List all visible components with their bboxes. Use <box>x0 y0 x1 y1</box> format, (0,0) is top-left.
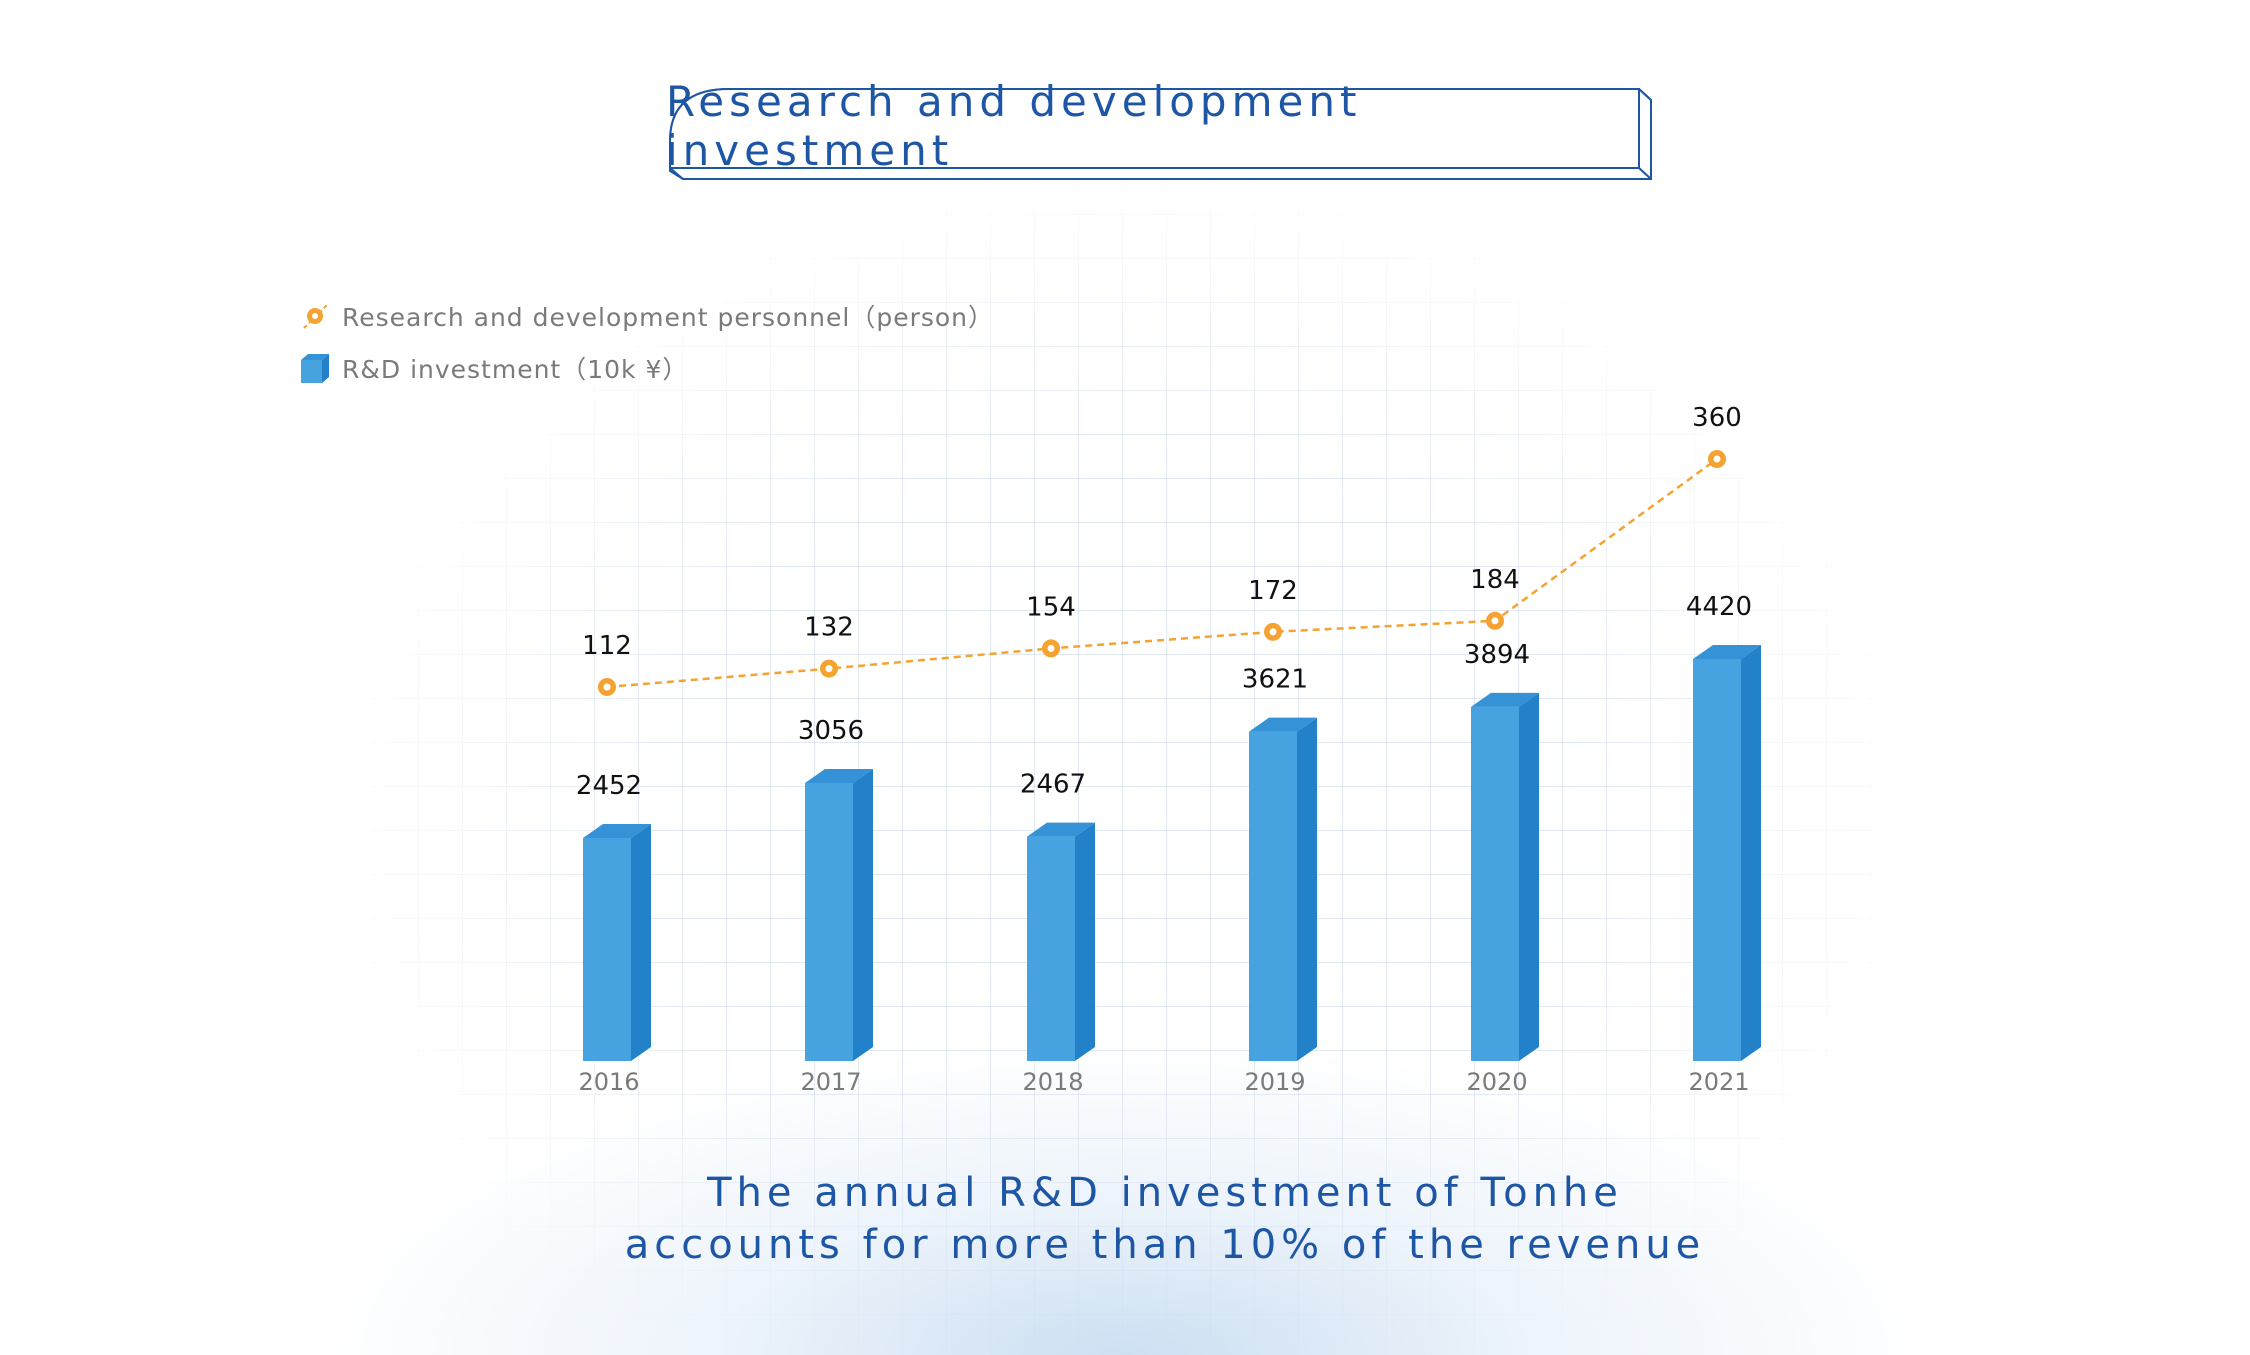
orange-dot-icon <box>303 303 329 329</box>
bar-top-2016 <box>583 823 651 838</box>
bar-value-label: 3894 <box>1464 640 1530 670</box>
personnel-point-center <box>1713 455 1721 463</box>
personnel-point-center <box>1047 644 1055 652</box>
title-banner <box>669 88 1652 180</box>
personnel-line <box>606 457 1718 689</box>
x-tick-label: 2018 <box>1022 1068 1083 1096</box>
bar-top-2021 <box>1693 645 1761 659</box>
bar-side-2016 <box>631 823 651 1061</box>
personnel-value-label: 184 <box>1470 565 1520 595</box>
x-tick-label: 2017 <box>800 1068 861 1096</box>
personnel-value-label: 172 <box>1248 576 1298 606</box>
legend-label-investment: R&D investment（10k ¥） <box>342 355 689 384</box>
personnel-point-center <box>1269 628 1277 636</box>
x-tick-label: 2020 <box>1466 1068 1527 1096</box>
bar-front-2018 <box>1027 836 1075 1061</box>
x-tick-label: 2019 <box>1244 1068 1305 1096</box>
caption-line-2: accounts for more than 10% of the revenu… <box>624 1222 1706 1268</box>
legend-label-personnel: Research and development personnel（perso… <box>342 303 995 332</box>
bar-top-2019 <box>1249 717 1317 732</box>
blue-cube-icon <box>301 354 329 383</box>
bar-side-2020 <box>1519 692 1539 1061</box>
personnel-point-center <box>1491 617 1499 625</box>
personnel-point-center <box>603 683 611 691</box>
personnel-value-label: 112 <box>582 631 632 661</box>
bar-front-2016 <box>583 837 631 1061</box>
bar-value-label: 3621 <box>1242 665 1308 695</box>
bar-value-label: 3056 <box>798 716 864 746</box>
bar-value-label: 4420 <box>1686 592 1752 622</box>
bar-front-2020 <box>1471 706 1519 1061</box>
bar-side-2019 <box>1297 717 1317 1061</box>
bar-value-label: 2467 <box>1020 770 1086 800</box>
bar-side-2018 <box>1075 822 1095 1061</box>
bar-front-2019 <box>1249 731 1297 1061</box>
personnel-value-label: 154 <box>1026 592 1076 622</box>
personnel-value-label: 132 <box>804 613 854 643</box>
legend-item-personnel: Research and development personnel（perso… <box>298 296 994 336</box>
x-tick-label: 2016 <box>578 1068 639 1096</box>
legend-item-investment: R&D investment（10k ¥） <box>298 348 688 388</box>
bar-value-label: 2452 <box>576 771 642 801</box>
bar-side-2021 <box>1741 645 1761 1061</box>
bar-front-2017 <box>805 783 853 1061</box>
background-glow <box>300 1040 1950 1355</box>
bar-front-2021 <box>1693 659 1741 1061</box>
bar-top-2020 <box>1471 692 1539 707</box>
personnel-point-center <box>825 665 833 673</box>
caption-line-1: The annual R&D investment of Tonhe <box>707 1170 1623 1216</box>
bar-top-2018 <box>1027 822 1095 837</box>
bar-top-2017 <box>805 769 873 784</box>
personnel-value-label: 360 <box>1692 403 1742 433</box>
x-tick-label: 2021 <box>1688 1068 1749 1096</box>
bar-side-2017 <box>853 769 873 1061</box>
